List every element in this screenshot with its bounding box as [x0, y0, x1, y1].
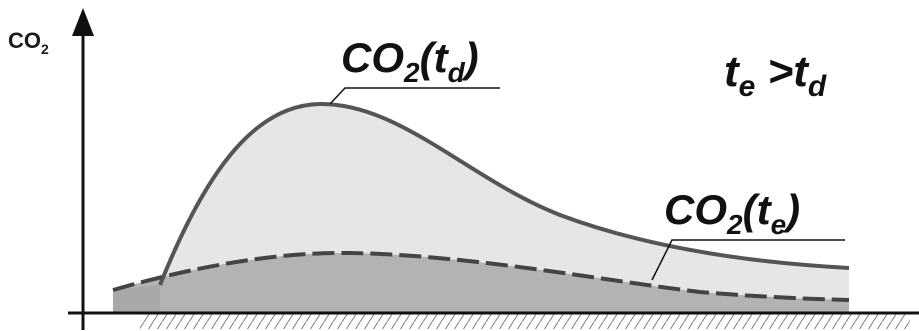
te-curve-area: [113, 252, 849, 312]
condition-label: te >td: [724, 47, 827, 103]
y-axis-label: CO2: [8, 28, 49, 57]
ground-hatch: [140, 313, 910, 329]
left-shade: [113, 285, 160, 312]
y-axis-arrow: [72, 8, 94, 36]
te-curve-line: [112, 250, 850, 302]
td-curve-label: CO2(td): [341, 34, 479, 88]
te-curve-label: CO2(te): [664, 186, 800, 240]
td-curve-line: [158, 101, 850, 286]
te-label-leader: [651, 239, 845, 281]
td-label-leader: [329, 87, 500, 105]
